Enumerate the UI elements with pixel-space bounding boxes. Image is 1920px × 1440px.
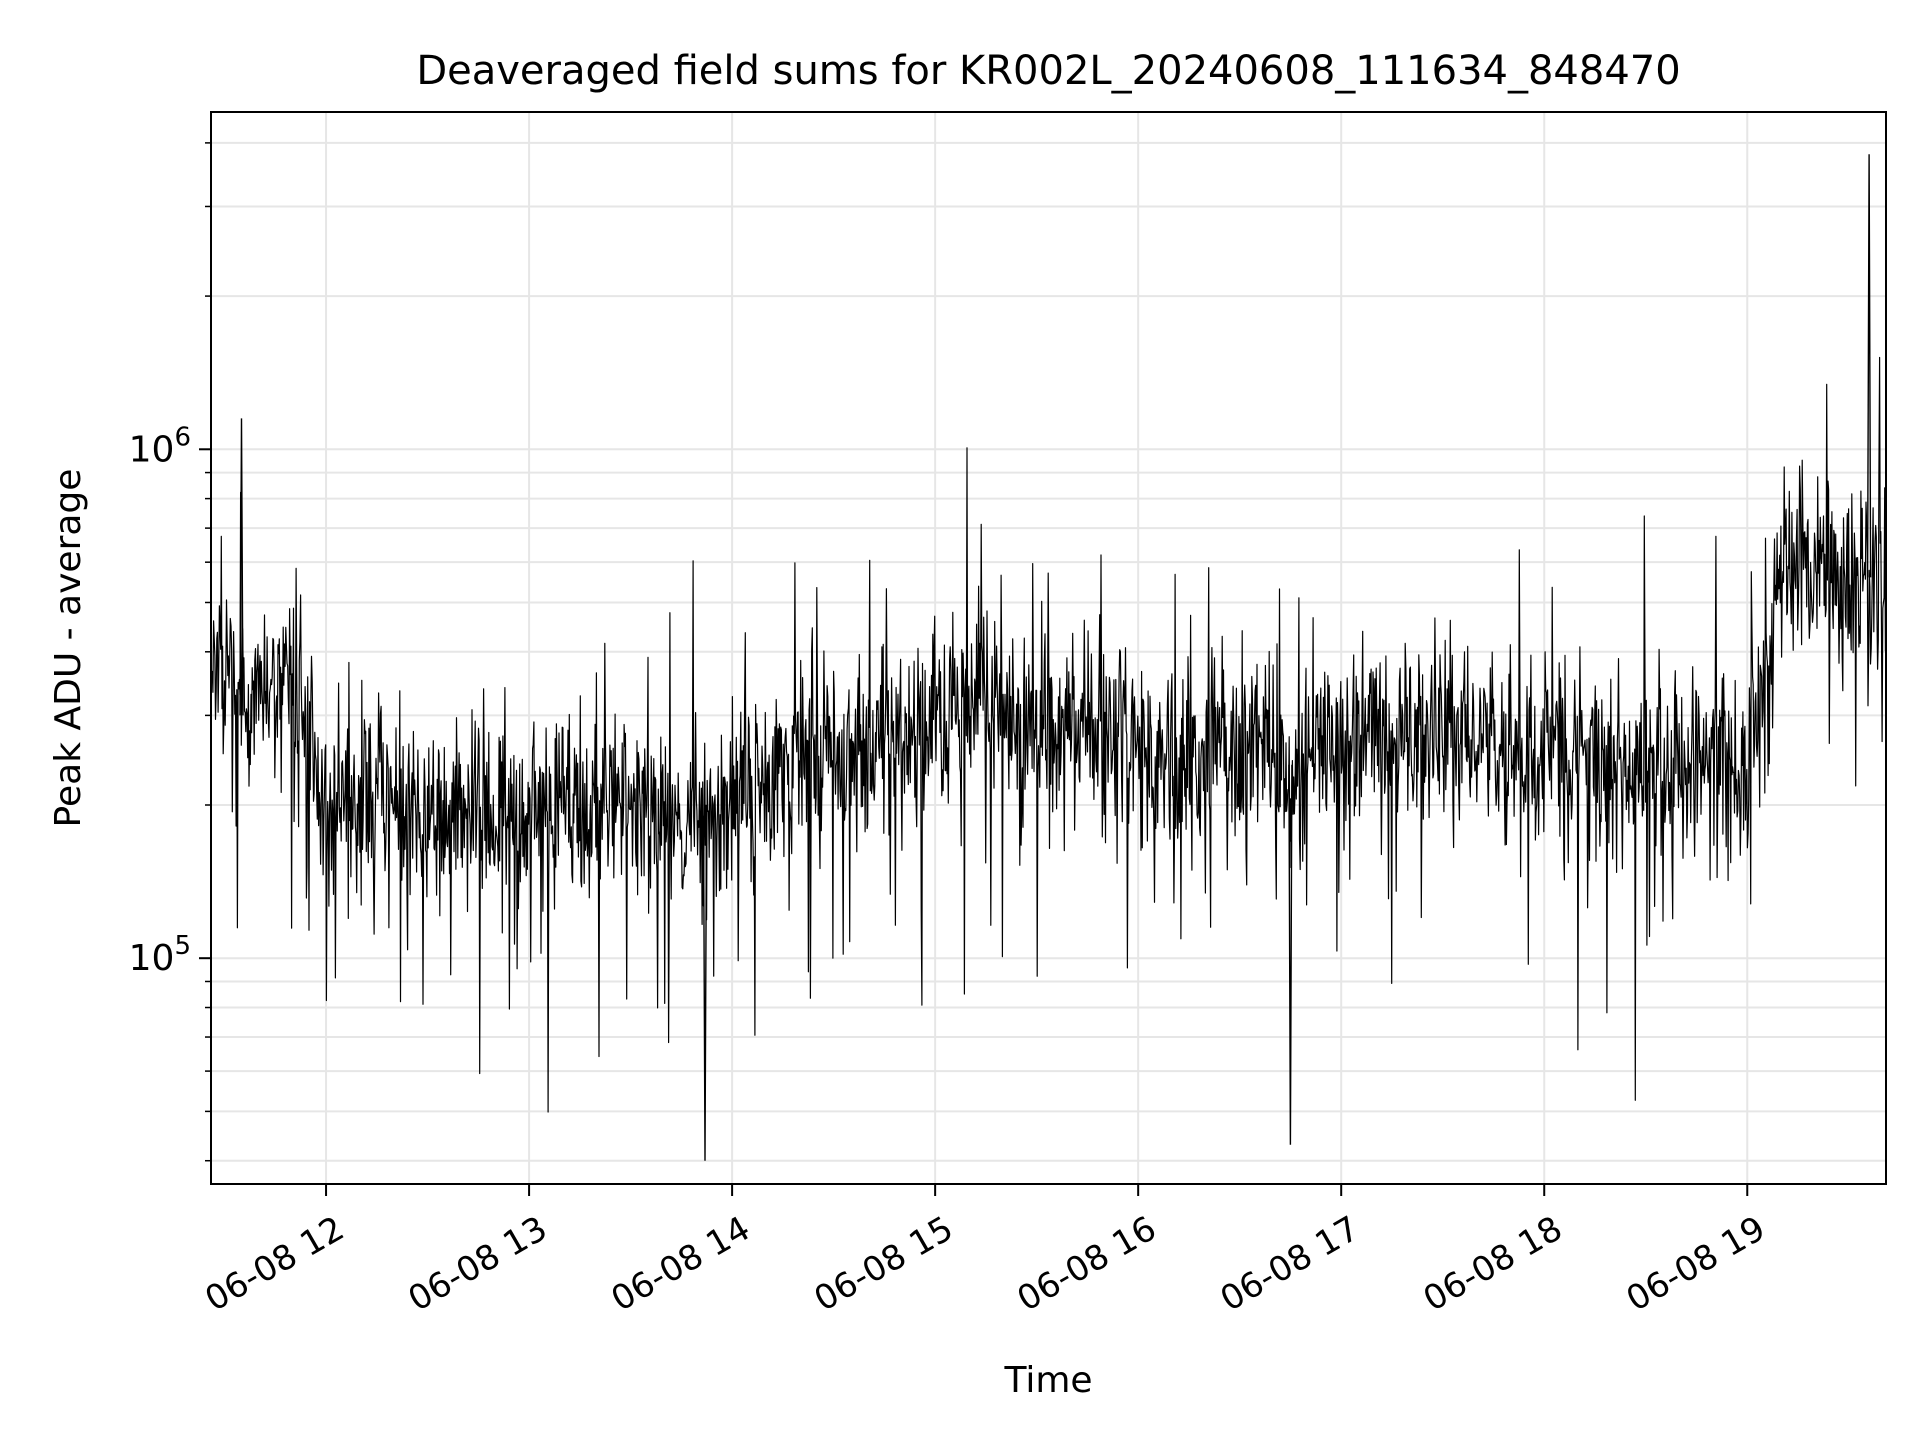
chart-title: Deaveraged field sums for KR002L_2024060… xyxy=(416,48,1680,94)
data-layer xyxy=(210,154,1887,1161)
y-tick-exponent: 6 xyxy=(174,422,191,452)
series-dip xyxy=(1288,764,1293,1145)
series-line xyxy=(210,356,1887,1113)
series-peak xyxy=(1866,154,1872,578)
y-tick-base: 10 xyxy=(129,938,175,979)
x-axis-label: Time xyxy=(1003,1360,1092,1401)
y-tick-label: 105 xyxy=(129,931,191,979)
y-tick-label: 106 xyxy=(129,422,191,470)
series-peak xyxy=(239,418,244,716)
y-tick-exponent: 5 xyxy=(174,931,191,961)
plot-frame xyxy=(210,111,1887,1185)
y-axis-label: Peak ADU - average xyxy=(48,469,89,828)
y-tick-base: 10 xyxy=(129,429,175,470)
series-dip xyxy=(702,815,708,1161)
